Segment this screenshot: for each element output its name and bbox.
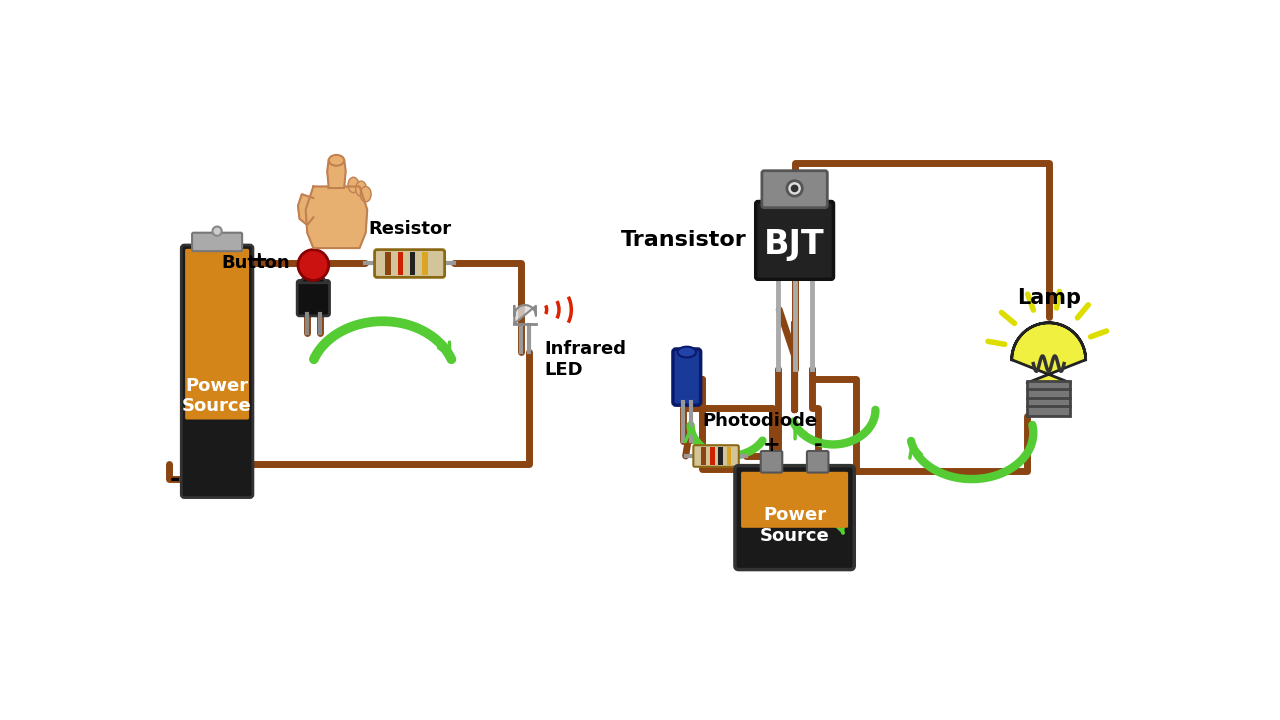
FancyBboxPatch shape — [735, 466, 854, 570]
Polygon shape — [515, 305, 536, 323]
Text: BJT: BJT — [764, 228, 824, 261]
Bar — [710, 446, 714, 465]
Polygon shape — [306, 186, 367, 248]
FancyBboxPatch shape — [297, 280, 329, 316]
Ellipse shape — [348, 177, 358, 193]
Ellipse shape — [356, 181, 366, 197]
Bar — [398, 252, 403, 275]
Text: +: + — [763, 435, 781, 455]
FancyBboxPatch shape — [741, 472, 849, 528]
Circle shape — [791, 184, 799, 192]
Text: -: - — [170, 467, 180, 491]
FancyBboxPatch shape — [762, 171, 827, 207]
Bar — [727, 446, 731, 465]
Bar — [718, 446, 723, 465]
Circle shape — [212, 227, 221, 235]
Bar — [410, 252, 416, 275]
Text: Power
Source: Power Source — [760, 506, 829, 545]
FancyBboxPatch shape — [673, 349, 700, 405]
FancyBboxPatch shape — [694, 445, 739, 467]
Polygon shape — [328, 160, 346, 188]
Text: Transistor: Transistor — [621, 230, 746, 251]
Text: Photodiode: Photodiode — [703, 413, 818, 431]
Bar — [422, 252, 428, 275]
FancyBboxPatch shape — [192, 233, 242, 251]
Text: Button: Button — [221, 254, 291, 272]
Text: +: + — [250, 250, 269, 270]
Polygon shape — [300, 267, 328, 283]
FancyBboxPatch shape — [375, 250, 444, 277]
FancyBboxPatch shape — [755, 202, 833, 279]
FancyBboxPatch shape — [186, 249, 250, 420]
Text: -: - — [813, 435, 822, 455]
Circle shape — [787, 181, 803, 196]
Circle shape — [298, 250, 329, 280]
Text: Lamp: Lamp — [1016, 288, 1080, 308]
Text: Power
Source: Power Source — [182, 377, 252, 415]
FancyBboxPatch shape — [806, 451, 828, 472]
Bar — [385, 252, 390, 275]
Text: Resistor: Resistor — [369, 220, 451, 238]
Ellipse shape — [361, 186, 371, 202]
Bar — [701, 446, 707, 465]
FancyBboxPatch shape — [760, 451, 782, 472]
Ellipse shape — [677, 346, 696, 357]
Ellipse shape — [329, 155, 344, 166]
Polygon shape — [298, 194, 314, 225]
Text: Infrared
LED: Infrared LED — [544, 341, 626, 379]
FancyBboxPatch shape — [182, 245, 253, 498]
Polygon shape — [1011, 323, 1085, 383]
FancyBboxPatch shape — [1027, 382, 1070, 416]
